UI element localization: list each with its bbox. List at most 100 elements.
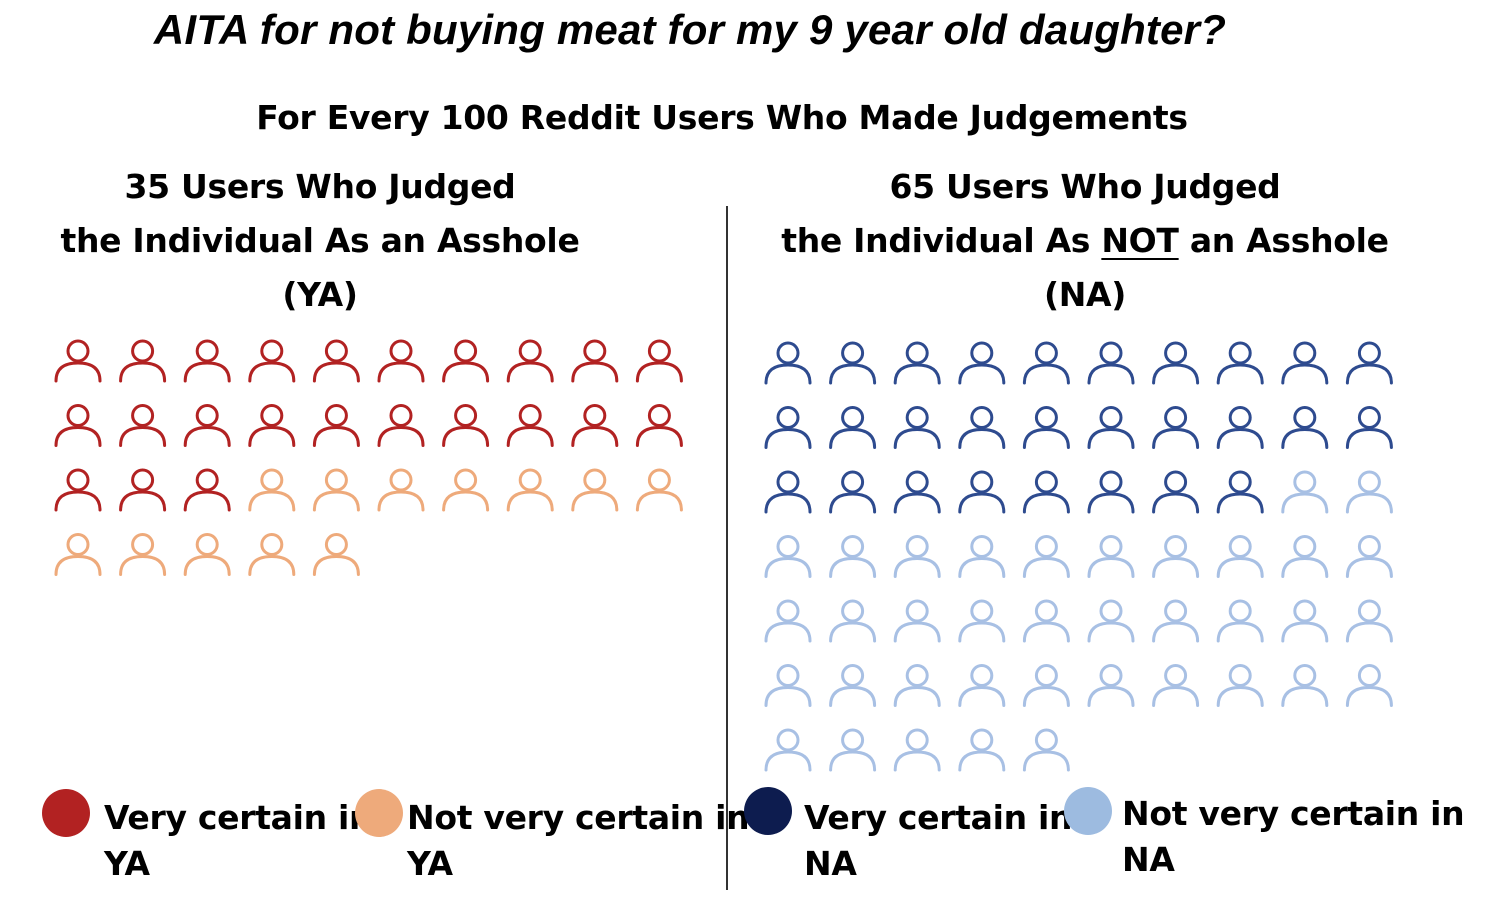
na-not-very-certain-person-icon	[958, 664, 1006, 707]
na-panel-heading: 65 Users Who Judged the Individual As NO…	[740, 160, 1430, 322]
ya-very-certain-person-icon	[119, 339, 167, 383]
ya-not-very-certain-person-icon	[119, 533, 167, 576]
na-not-very-certain-person-icon	[1345, 535, 1393, 578]
na-not-very-certain-person-icon	[1216, 664, 1264, 707]
ya-not-very-certain-person-icon	[248, 468, 296, 512]
na-not-very-certain-person-icon	[764, 535, 812, 578]
na-very-certain-person-icon	[1022, 406, 1070, 449]
chart-title: AITA for not buying meat for my 9 year o…	[153, 6, 1227, 53]
na-not-very-certain-person-icon	[893, 599, 941, 643]
na-not-very-certain-person-icon	[958, 599, 1006, 643]
ya-very-certain-person-icon	[377, 404, 425, 447]
ya-very-certain-person-icon	[635, 339, 683, 383]
na-heading-line1: 65 Users Who Judged	[889, 167, 1281, 206]
na-very-certain-person-icon	[1152, 470, 1200, 514]
na-very-certain-person-icon	[1281, 341, 1329, 385]
na-not-very-certain-person-icon	[1022, 599, 1070, 643]
ya-heading-line2: the Individual As an Asshole	[60, 221, 580, 260]
na-heading-line2-start: the Individual As	[781, 221, 1102, 260]
na-not-very-certain-person-icon	[1216, 535, 1264, 578]
ya-very-certain-person-icon	[571, 404, 619, 447]
chart-subtitle: For Every 100 Reddit Users Who Made Judg…	[256, 98, 1188, 137]
na-not-very-certain-person-icon	[1281, 599, 1329, 643]
ya-very-certain-person-icon	[442, 404, 490, 447]
ya-not-very-certain-person-icon	[635, 468, 683, 512]
na-very-certain-person-icon	[1345, 406, 1393, 449]
na-very-certain-person-icon	[764, 406, 812, 449]
na-very-certain-person-icon	[958, 406, 1006, 449]
na-not-very-certain-person-icon	[829, 664, 877, 707]
na-very-certain-person-icon	[1022, 470, 1070, 514]
na-not-very-certain-person-icon	[958, 535, 1006, 578]
ya-very-certain-person-icon	[377, 339, 425, 383]
ya-very-certain-person-icon	[54, 339, 102, 383]
na-very-certain-person-icon	[1152, 341, 1200, 385]
na-not-very-certain-person-icon	[829, 599, 877, 643]
na-not-very-certain-person-icon	[1281, 664, 1329, 707]
ya-very-certain-person-icon	[312, 404, 360, 447]
na-very-certain-person-icon	[1216, 341, 1264, 385]
ya-very-certain-person-icon	[183, 404, 231, 447]
ya-very-certain-person-icon	[248, 404, 296, 447]
na-not-very-certain-person-icon	[1022, 728, 1070, 772]
na-not-very-certain-person-icon	[1281, 470, 1329, 514]
ya-panel-heading: 35 Users Who Judged the Individual As an…	[20, 160, 620, 322]
na-very-certain-person-icon	[958, 470, 1006, 514]
na-very-certain-person-icon	[958, 341, 1006, 385]
na-very-certain-person-icon	[829, 341, 877, 385]
na-heading-not-emphasis: NOT	[1101, 221, 1179, 260]
na-not-very-certain-person-icon	[1345, 599, 1393, 643]
na-very-certain-person-icon	[893, 341, 941, 385]
legend-swatch-very-certain-ya	[42, 789, 90, 837]
na-very-certain-person-icon	[829, 470, 877, 514]
ya-very-certain-person-icon	[635, 404, 683, 447]
legend-swatch-very-certain-na	[744, 787, 792, 835]
na-not-very-certain-person-icon	[893, 728, 941, 772]
na-not-very-certain-person-icon	[1216, 599, 1264, 643]
na-very-certain-person-icon	[1087, 406, 1135, 449]
ya-not-very-certain-person-icon	[248, 533, 296, 576]
ya-heading-line3: (YA)	[282, 275, 358, 314]
na-very-certain-person-icon	[893, 470, 941, 514]
na-not-very-certain-person-icon	[1152, 599, 1200, 643]
ya-not-very-certain-person-icon	[377, 468, 425, 512]
ya-very-certain-person-icon	[248, 339, 296, 383]
na-very-certain-person-icon	[1345, 341, 1393, 385]
na-very-certain-person-icon	[1152, 406, 1200, 449]
na-not-very-certain-person-icon	[1152, 664, 1200, 707]
na-not-very-certain-person-icon	[1022, 535, 1070, 578]
legend-label-not-very-certain-na: Not very certain in NA	[1122, 794, 1465, 879]
legend-swatch-not-very-certain-na	[1064, 787, 1112, 835]
ya-very-certain-person-icon	[506, 339, 554, 383]
na-very-certain-person-icon	[1281, 406, 1329, 449]
na-not-very-certain-person-icon	[1087, 664, 1135, 707]
na-heading-line3: (NA)	[1043, 275, 1127, 314]
legend-swatch-not-very-certain-ya	[355, 789, 403, 837]
na-not-very-certain-person-icon	[829, 728, 877, 772]
legend-label-very-certain-na: Very certain in NA	[804, 798, 1073, 883]
na-not-very-certain-person-icon	[1281, 535, 1329, 578]
ya-very-certain-person-icon	[183, 468, 231, 512]
ya-very-certain-person-icon	[119, 404, 167, 447]
ya-very-certain-person-icon	[506, 404, 554, 447]
na-very-certain-person-icon	[1216, 470, 1264, 514]
panel-divider	[726, 206, 728, 890]
na-very-certain-person-icon	[764, 341, 812, 385]
ya-very-certain-person-icon	[312, 339, 360, 383]
ya-not-very-certain-person-icon	[54, 533, 102, 576]
na-not-very-certain-person-icon	[1087, 599, 1135, 643]
na-not-very-certain-person-icon	[1087, 535, 1135, 578]
na-not-very-certain-person-icon	[829, 535, 877, 578]
na-very-certain-person-icon	[1087, 341, 1135, 385]
ya-not-very-certain-person-icon	[442, 468, 490, 512]
na-very-certain-person-icon	[829, 406, 877, 449]
ya-not-very-certain-person-icon	[571, 468, 619, 512]
na-not-very-certain-person-icon	[1022, 664, 1070, 707]
na-not-very-certain-person-icon	[764, 728, 812, 772]
ya-very-certain-person-icon	[119, 468, 167, 512]
na-not-very-certain-person-icon	[764, 664, 812, 707]
na-not-very-certain-person-icon	[764, 599, 812, 643]
ya-not-very-certain-person-icon	[506, 468, 554, 512]
ya-very-certain-person-icon	[442, 339, 490, 383]
na-very-certain-person-icon	[1216, 406, 1264, 449]
